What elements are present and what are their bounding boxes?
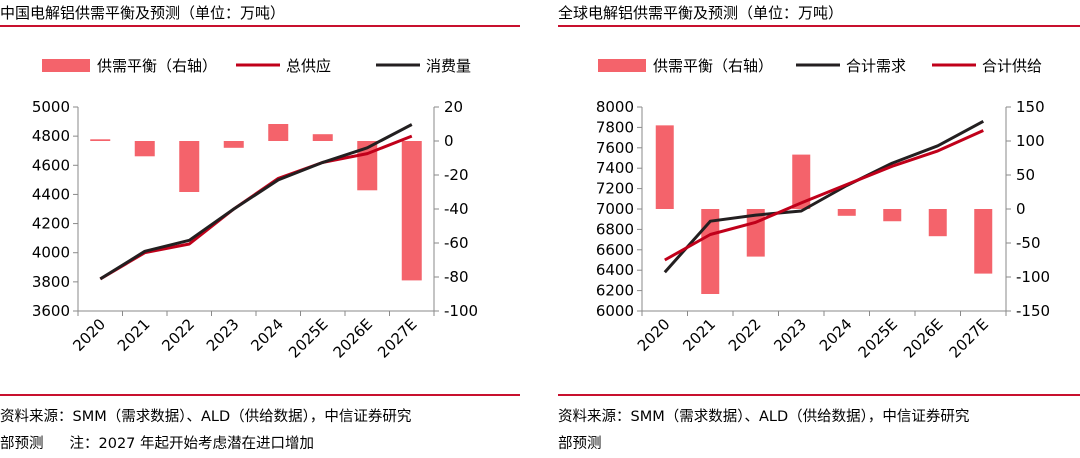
x-axis-tick-label: 2020	[634, 315, 674, 355]
footnote: 注：2027 年起开始考虑潜在进口增加	[69, 436, 315, 452]
left-axis-tick-label: 6000	[596, 302, 634, 320]
x-axis-tick-label: 2027E	[946, 315, 992, 361]
global-chart: 供需平衡（右轴） 合计需求 合计供给 6000 6200 6400 6600 6800 7000…	[596, 57, 1050, 362]
x-axis-tick-label: 2024	[816, 315, 856, 355]
balance-bar	[312, 134, 333, 141]
supply-line	[664, 129, 984, 262]
right-axis-tick-label: -150	[1016, 302, 1050, 320]
legend-swatch-bar	[598, 59, 646, 72]
balance-bar	[223, 141, 244, 148]
source-line-2: 部预测	[0, 436, 44, 452]
left-axis-tick-label: 6600	[596, 241, 634, 259]
left-axis-tick-label: 3600	[32, 302, 70, 320]
right-axis-tick-label: -80	[444, 268, 469, 286]
right-axis-tick-label: -100	[444, 302, 478, 320]
legend-label: 供需平衡（右轴）	[97, 57, 217, 75]
left-axis-tick-label: 7400	[596, 159, 634, 177]
x-axis-tick-label: 2022	[158, 315, 198, 355]
left-axis-tick-label: 6200	[596, 282, 634, 300]
left-axis-tick-label: 7800	[596, 118, 634, 136]
right-axis-tick-label: 0	[444, 132, 454, 150]
left-axis-tick-label: 4800	[32, 127, 70, 145]
source-rule	[558, 394, 1080, 396]
source-line-1: 资料来源：SMM（需求数据）、ALD（供给数据），中信证券研究	[0, 409, 412, 425]
right-axis-tick-label: 50	[1016, 166, 1035, 184]
left-axis-tick-label: 5000	[32, 98, 70, 116]
x-axis-tick-label: 2021	[114, 315, 154, 355]
legend-label: 总供应	[286, 57, 331, 75]
source-note: 资料来源：SMM（需求数据）、ALD（供给数据），中信证券研究 部预测 注：202…	[0, 404, 411, 458]
legend-label: 合计需求	[846, 57, 906, 75]
left-axis-tick-label: 7600	[596, 139, 634, 157]
legend-label: 合计供给	[982, 57, 1042, 75]
x-axis-tick-label: 2025E	[285, 315, 331, 361]
left-axis-tick-label: 7200	[596, 180, 634, 198]
source-line-1: 资料来源：SMM（需求数据）、ALD（供给数据），中信证券研究	[558, 409, 970, 425]
balance-bar	[179, 141, 200, 192]
x-axis-tick-label: 2023	[203, 315, 243, 355]
left-axis-tick-label: 4400	[32, 185, 70, 203]
balance-bar	[268, 124, 289, 141]
right-axis-tick-label: -60	[444, 234, 469, 252]
balance-bar	[701, 209, 720, 294]
balance-bar	[792, 154, 811, 209]
balance-bar	[837, 209, 856, 216]
left-axis-tick-label: 4200	[32, 215, 70, 233]
right-axis-tick-label: -40	[444, 200, 469, 218]
legend-swatch-bar	[42, 59, 90, 72]
x-axis-tick-label: 2021	[679, 315, 719, 355]
right-axis-tick-label: 20	[444, 98, 463, 116]
legend-label: 供需平衡（右轴）	[653, 57, 773, 75]
china-chart-panel: 中国电解铝供需平衡及预测（单位：万吨） 供需平衡（右轴） 总供应 消费量 3600 38…	[0, 0, 520, 457]
left-axis-tick-label: 7000	[596, 200, 634, 218]
chart-title: 中国电解铝供需平衡及预测（单位：万吨）	[0, 4, 286, 22]
balance-bar	[134, 141, 155, 157]
right-axis-tick-label: 150	[1016, 98, 1045, 116]
x-axis-tick-label: 2023	[770, 315, 810, 355]
demand-line	[663, 119, 985, 274]
balance-bar	[974, 209, 993, 274]
right-axis-tick-label: 100	[1016, 132, 1045, 150]
x-axis-tick-label: 2022	[725, 315, 765, 355]
x-axis-tick-label: 2027E	[374, 315, 420, 361]
legend-label: 消费量	[426, 57, 471, 75]
balance-bar	[928, 209, 947, 237]
balance-bar	[655, 125, 674, 209]
x-axis-tick-label: 2024	[247, 315, 287, 355]
china-chart: 供需平衡（右轴） 总供应 消费量 3600 3800 4000 4200 4400 4600 48…	[32, 57, 478, 362]
left-axis-tick-label: 8000	[596, 98, 634, 116]
x-axis-tick-label: 2026E	[330, 315, 376, 361]
balance-bar	[90, 139, 111, 141]
left-axis-tick-label: 4600	[32, 156, 70, 174]
source-note: 资料来源：SMM（需求数据）、ALD（供给数据），中信证券研究 部预测	[558, 404, 969, 458]
demand-line	[99, 123, 413, 281]
x-axis-tick-label: 2025E	[855, 315, 901, 361]
x-axis-tick-label: 2020	[69, 315, 109, 355]
left-axis-tick-label: 4000	[32, 244, 70, 262]
chart-title: 全球电解铝供需平衡及预测（单位：万吨）	[558, 4, 844, 22]
balance-bar	[883, 209, 902, 222]
x-axis-tick-label: 2026E	[900, 315, 946, 361]
global-chart-panel: 全球电解铝供需平衡及预测（单位：万吨） 供需平衡（右轴） 合计需求 合计供给 6000…	[558, 0, 1080, 457]
left-axis-tick-label: 3800	[32, 273, 70, 291]
left-axis-tick-label: 6800	[596, 220, 634, 238]
right-axis-tick-label: -50	[1016, 234, 1041, 252]
source-line-2: 部预测	[558, 436, 602, 452]
right-axis-tick-label: -20	[444, 166, 469, 184]
right-axis-tick-label: -100	[1016, 268, 1050, 286]
title-rule	[0, 25, 520, 27]
balance-bar	[401, 141, 422, 281]
right-axis-tick-label: 0	[1016, 200, 1026, 218]
source-rule	[0, 394, 520, 396]
left-axis-tick-label: 6400	[596, 261, 634, 279]
title-rule	[558, 25, 1080, 27]
